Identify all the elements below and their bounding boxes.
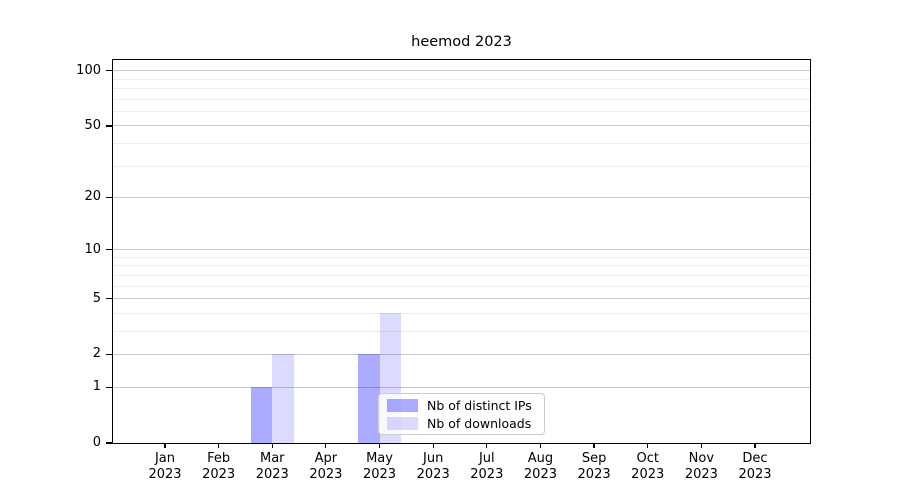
legend-swatch-downloads bbox=[387, 416, 418, 430]
y-tick-mark-0 bbox=[106, 442, 112, 444]
y-tick-label-0: 0 bbox=[92, 435, 101, 450]
gridline-major bbox=[113, 298, 810, 299]
legend-swatch-distinct-ips bbox=[387, 398, 418, 412]
x-tick-mark-jun bbox=[432, 443, 434, 448]
y-tick-label-20: 20 bbox=[84, 189, 101, 205]
x-tick-mark-sep bbox=[593, 443, 595, 448]
x-tick-label-oct: Oct 2023 bbox=[631, 451, 665, 482]
x-tick-mark-jul bbox=[486, 443, 488, 448]
y-tick-mark-10 bbox=[106, 249, 112, 251]
y-tick-mark-5 bbox=[106, 297, 112, 300]
gridline-major bbox=[113, 70, 810, 72]
y-tick-mark-20 bbox=[106, 196, 112, 199]
y-tick-mark-2 bbox=[106, 353, 112, 355]
gridline-major bbox=[113, 249, 810, 251]
gridline-minor bbox=[113, 330, 810, 332]
x-tick-label-dec: Dec 2023 bbox=[738, 451, 772, 482]
x-tick-label-apr: Apr 2023 bbox=[309, 451, 343, 482]
x-tick-mark-oct bbox=[647, 443, 649, 448]
gridline-minor bbox=[113, 265, 810, 267]
y-tick-label-10: 10 bbox=[84, 241, 101, 257]
x-tick-label-jun: Jun 2023 bbox=[416, 451, 450, 482]
gridline-minor bbox=[113, 165, 810, 167]
gridline-major bbox=[113, 125, 810, 127]
y-tick-mark-100 bbox=[106, 70, 112, 72]
legend: Nb of distinct IPs Nb of downloads bbox=[378, 393, 545, 435]
x-tick-label-jul: Jul 2023 bbox=[470, 451, 504, 482]
x-tick-mark-aug bbox=[539, 443, 542, 448]
bar-distinct-ips-mar bbox=[250, 387, 273, 443]
legend-item-distinct-ips: Nb of distinct IPs bbox=[387, 398, 536, 413]
x-tick-label-may: May 2023 bbox=[362, 451, 397, 482]
gridline-minor bbox=[113, 285, 810, 287]
y-tick-label-100: 100 bbox=[76, 62, 101, 78]
gridline-major bbox=[113, 386, 810, 388]
gridline-minor bbox=[113, 110, 810, 112]
gridline-minor bbox=[113, 88, 810, 90]
x-tick-label-feb: Feb 2023 bbox=[202, 451, 236, 482]
gridline-minor bbox=[113, 312, 810, 314]
y-tick-label-1: 1 bbox=[92, 379, 101, 395]
x-tick-mark-apr bbox=[325, 443, 327, 448]
gridline-minor bbox=[113, 274, 810, 276]
y-tick-mark-50 bbox=[106, 125, 112, 127]
x-tick-mark-nov bbox=[700, 443, 702, 448]
gridline-major bbox=[113, 353, 810, 355]
bar-distinct-ips-may bbox=[358, 354, 380, 443]
x-tick-label-mar: Mar 2023 bbox=[255, 451, 289, 482]
plot-area: Nb of distinct IPs Nb of downloads bbox=[112, 59, 811, 444]
x-tick-label-nov: Nov 2023 bbox=[684, 451, 718, 482]
x-tick-label-jan: Jan 2023 bbox=[148, 451, 182, 482]
x-tick-mark-mar bbox=[271, 443, 273, 448]
x-tick-mark-dec bbox=[754, 443, 756, 448]
legend-label-distinct-ips: Nb of distinct IPs bbox=[427, 397, 532, 413]
legend-item-downloads: Nb of downloads bbox=[387, 416, 536, 431]
y-tick-label-50: 50 bbox=[84, 117, 101, 133]
legend-label-downloads: Nb of downloads bbox=[427, 415, 532, 431]
x-tick-mark-feb bbox=[218, 443, 220, 448]
x-tick-label-aug: Aug 2023 bbox=[523, 451, 557, 482]
x-tick-label-sep: Sep 2023 bbox=[577, 451, 611, 482]
y-tick-mark-1 bbox=[106, 386, 112, 388]
gridline-minor bbox=[113, 143, 810, 145]
gridline-minor bbox=[113, 78, 810, 80]
gridline-major bbox=[113, 196, 810, 198]
x-tick-mark-jan bbox=[164, 443, 166, 448]
chart-title: heemod 2023 bbox=[411, 34, 512, 50]
y-tick-label-2: 2 bbox=[92, 346, 101, 362]
y-tick-label-5: 5 bbox=[92, 290, 101, 306]
gridline-minor bbox=[113, 256, 810, 258]
x-tick-mark-may bbox=[378, 443, 381, 448]
gridline-minor bbox=[113, 98, 810, 100]
bar-downloads-mar bbox=[272, 354, 294, 443]
